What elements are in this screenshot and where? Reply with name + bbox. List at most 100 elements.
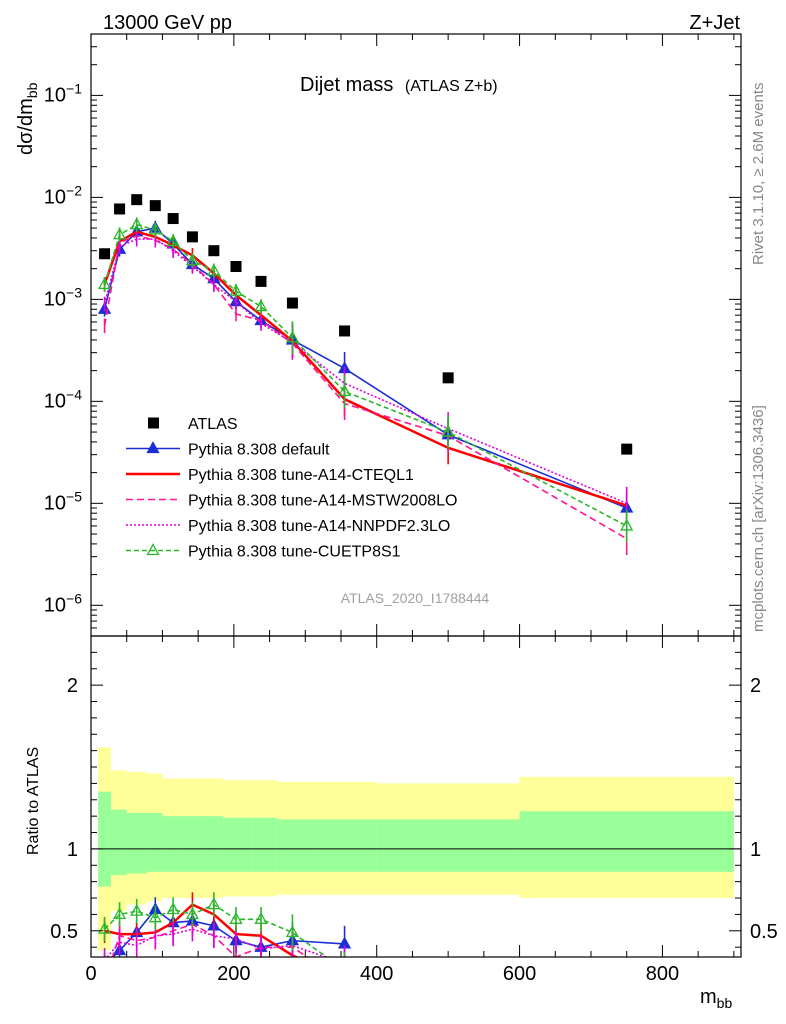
ratio-band-inner	[183, 816, 202, 872]
data-marker-atlas	[339, 325, 351, 337]
ratio-y-axis-label: Ratio to ATLAS	[25, 747, 42, 855]
marker-pythia-8-308-tune-cuetp8s1	[229, 283, 243, 296]
legend-marker-pythia-8-308-default	[146, 441, 160, 454]
data-marker-atlas	[255, 275, 267, 287]
ratio-marker-pythia-8-308-tune-cuetp8s1	[166, 902, 180, 915]
marker-pythia-8-308-tune-cuetp8s1	[166, 234, 180, 247]
legend-label-pythia-8-308-tune-cuetp8s1: Pythia 8.308 tune-CUETP8S1	[188, 544, 401, 561]
ratio-y-tick-label-right: 1	[750, 839, 761, 861]
data-marker-atlas	[286, 297, 298, 309]
ratio-y-tick-label-left: 2	[67, 675, 78, 697]
marker-pythia-8-308-tune-cuetp8s1	[112, 227, 127, 240]
series-line-pythia-8-308-default	[103, 227, 628, 509]
header-right: Z+Jet	[689, 12, 740, 34]
x-tick-label: 400	[360, 963, 393, 985]
top-panel-content	[97, 194, 634, 556]
ratio-panel-content	[91, 747, 741, 974]
marker-pythia-8-308-tune-cuetp8s1	[97, 277, 112, 290]
ratio-band-inner	[111, 809, 127, 876]
x-tick-label: 0	[85, 963, 96, 985]
data-marker-atlas	[621, 443, 633, 455]
ratio-marker-pythia-8-308-tune-cuetp8s1	[185, 907, 200, 920]
x-tick-label: 600	[503, 963, 536, 985]
series-line-pythia-8-308-tune-a14-cteql1	[103, 230, 628, 507]
svg-text:dσ/dmbb: dσ/dmbb	[15, 82, 40, 155]
ratio-panel-frame	[90, 635, 742, 958]
ratio-marker-pythia-8-308-tune-cuetp8s1	[112, 907, 127, 920]
data-marker-atlas	[99, 248, 111, 260]
marker-pythia-8-308-tune-cuetp8s1	[185, 253, 200, 266]
ratio-band-inner	[201, 816, 224, 872]
ratio-marker-pythia-8-308-tune-cuetp8s1	[148, 910, 162, 923]
data-marker-atlas	[186, 231, 198, 243]
y-tick-label: 10−3	[44, 284, 82, 310]
legend-marker-pythia-8-308-tune-cuetp8s1	[146, 543, 160, 556]
ratio-band-inner	[276, 819, 313, 872]
ratio-y-tick-label-left: 0.5	[50, 921, 78, 943]
ratio-y-tick-label-left: 1	[67, 839, 78, 861]
legend-label-pythia-8-308-tune-a14-cteql1: Pythia 8.308 tune-A14-CTEQL1	[188, 467, 414, 484]
ratio-y-tick-label-right: 2	[750, 675, 761, 697]
chart-title: Dijet mass	[300, 74, 393, 96]
ratio-band-inner	[146, 812, 163, 872]
ratio-marker-pythia-8-308-tune-cuetp8s1	[254, 911, 268, 924]
y-tick-label: 10−1	[44, 80, 82, 106]
legend: ATLAS Pythia 8.308 default Pythia 8.308 tu…	[126, 416, 457, 561]
legend-label-pythia-8-308-default: Pythia 8.308 default	[188, 442, 330, 459]
header-left: 13000 GeV pp	[103, 12, 232, 34]
x-axis-label: m	[700, 986, 717, 1008]
ratio-band-inner	[223, 817, 252, 872]
ratio-band-inner	[98, 791, 111, 887]
y-tick-label: 10−2	[44, 182, 82, 208]
ratio-panel-axes: 0.5 0.5 1 1 2 2 0 200 400 600 800	[50, 635, 778, 985]
ratio-y-tick-label-right: 0.5	[750, 921, 778, 943]
legend-label-atlas: ATLAS	[188, 416, 238, 433]
marker-pythia-8-308-tune-cuetp8s1	[207, 263, 221, 276]
marker-pythia-8-308-tune-cuetp8s1	[254, 299, 268, 312]
ratio-band-inner	[162, 816, 184, 872]
y-tick-label: 10−5	[44, 488, 82, 514]
x-tick-label: 200	[217, 963, 250, 985]
marker-pythia-8-308-tune-cuetp8s1	[285, 330, 300, 343]
marker-pythia-8-308-tune-cuetp8s1	[148, 222, 162, 235]
svg-text:Dijet mass (ATLAS Z+b): Dijet mass (ATLAS Z+b)	[300, 74, 498, 96]
ratio-band-inner	[376, 819, 520, 872]
marker-pythia-8-308-tune-cuetp8s1	[130, 217, 144, 230]
x-axis-label-subscript: bb	[717, 995, 733, 1011]
legend-marker-atlas	[148, 417, 159, 429]
ratio-band-inner	[312, 819, 377, 872]
ratio-marker-pythia-8-308-default	[99, 959, 110, 969]
ratio-marker-pythia-8-308-tune-cuetp8s1	[130, 903, 144, 916]
chart-subtitle: (ATLAS Z+b)	[405, 78, 498, 95]
marker-pythia-8-308-tune-cuetp8s1	[441, 424, 455, 437]
data-marker-atlas	[114, 203, 126, 215]
ratio-band-inner	[251, 817, 277, 872]
ratio-marker-pythia-8-308-tune-cuetp8s1	[339, 964, 350, 974]
rivet-version-text: Rivet 3.1.10, ≥ 2.6M events	[750, 83, 767, 266]
top-y-axis-label-subscript: bb	[24, 82, 40, 98]
svg-text:mbb: mbb	[700, 986, 732, 1011]
data-marker-atlas	[442, 372, 454, 384]
ratio-line-pythia-8-308-tune-a14-nnpdf2-3lo	[106, 928, 329, 957]
legend-label-pythia-8-308-tune-a14-nnpdf2-3lo: Pythia 8.308 tune-A14-NNPDF2.3LO	[188, 518, 450, 535]
marker-pythia-8-308-tune-cuetp8s1	[620, 518, 634, 531]
data-marker-atlas	[149, 200, 161, 212]
marker-pythia-8-308-tune-cuetp8s1	[337, 384, 352, 397]
x-tick-label: 800	[646, 963, 679, 985]
mcplots-credit-text: mcplots.cern.ch [arXiv:1306.3436]	[750, 405, 767, 632]
ratio-marker-pythia-8-308-tune-cuetp8s1	[229, 911, 243, 924]
data-marker-atlas	[230, 260, 242, 272]
ratio-band-inner	[126, 812, 147, 874]
legend-label-pythia-8-308-tune-a14-mstw2008lo: Pythia 8.308 tune-A14-MSTW2008LO	[188, 493, 457, 510]
ratio-band-inner	[519, 811, 734, 872]
series-line-pythia-8-308-tune-a14-nnpdf2-3lo	[103, 238, 628, 505]
ratio-marker-pythia-8-308-tune-cuetp8s1	[285, 925, 300, 938]
top-y-axis-label: dσ/dm	[15, 98, 37, 155]
ratio-marker-pythia-8-308-tune-cuetp8s1	[97, 921, 112, 934]
ratio-marker-pythia-8-308-tune-cuetp8s1	[207, 897, 221, 910]
data-marker-atlas	[208, 245, 220, 257]
analysis-label: ATLAS_2020_I1788444	[341, 590, 490, 606]
data-marker-atlas	[167, 213, 179, 225]
y-tick-label: 10−6	[44, 590, 82, 616]
